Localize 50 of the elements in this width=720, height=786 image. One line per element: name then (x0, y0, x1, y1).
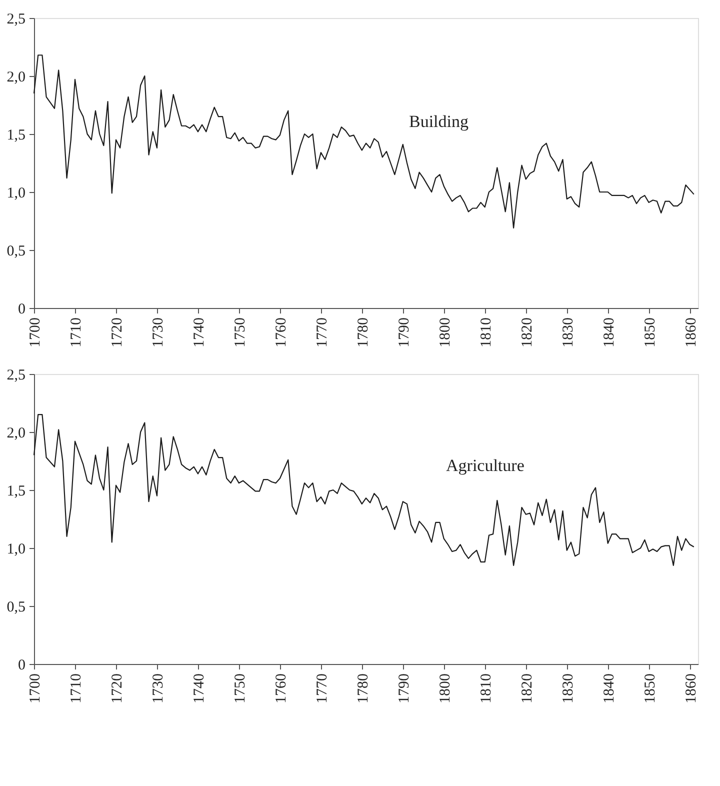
x-tick-label: 1810 (478, 318, 494, 348)
x-tick-label: 1860 (683, 674, 700, 704)
x-tick-label: 1830 (560, 318, 576, 348)
x-tick-label: 1700 (28, 318, 44, 348)
x-tick-label: 1860 (683, 318, 700, 348)
x-tick-label: 1760 (273, 318, 290, 348)
x-tick-label: 1750 (232, 674, 248, 704)
series-label: Building (409, 112, 470, 131)
x-tick-label: 1850 (642, 318, 658, 348)
x-tick-label: 1840 (601, 318, 618, 348)
line-series (33, 54, 694, 229)
y-tick-label: 2,0 (6, 426, 26, 442)
x-tick-label: 1780 (355, 318, 372, 348)
x-tick-label: 1780 (355, 674, 372, 704)
y-tick-label: 2,5 (6, 368, 26, 384)
y-tick-label: 1,5 (6, 128, 26, 144)
x-tick-label: 1710 (68, 318, 84, 348)
x-tick-label: 1770 (314, 318, 330, 348)
series-label: Agriculture (446, 456, 524, 475)
y-tick-label: 0,5 (6, 600, 26, 616)
y-tick-label: 1,0 (6, 186, 26, 202)
x-tick-label: 1790 (396, 674, 412, 704)
x-tick-label: 1820 (519, 318, 536, 348)
x-tick-label: 1850 (642, 674, 658, 704)
x-tick-label: 1700 (28, 674, 44, 704)
x-tick-label: 1770 (314, 674, 330, 704)
x-tick-label: 1810 (478, 674, 494, 704)
x-tick-label: 1720 (109, 674, 126, 704)
y-tick-label: 2,5 (6, 12, 26, 28)
y-tick-label: 2,0 (6, 70, 26, 86)
y-tick-label: 1,0 (6, 542, 26, 558)
line-series (33, 414, 694, 566)
x-tick-label: 1820 (519, 674, 536, 704)
x-tick-label: 1740 (191, 318, 208, 348)
y-tick-label: 0,5 (6, 244, 26, 260)
x-tick-label: 1720 (109, 318, 126, 348)
x-tick-label: 1740 (191, 674, 208, 704)
x-tick-label: 1830 (560, 674, 576, 704)
x-tick-label: 1730 (150, 674, 166, 704)
x-tick-label: 1840 (601, 674, 618, 704)
y-tick-label: 1,5 (6, 484, 26, 500)
y-tick-label: 0 (18, 302, 26, 318)
x-tick-label: 1730 (150, 318, 166, 348)
x-tick-label: 1800 (437, 318, 454, 348)
x-tick-label: 1760 (273, 674, 290, 704)
y-tick-label: 0 (18, 658, 26, 674)
x-tick-label: 1800 (437, 674, 454, 704)
x-tick-label: 1710 (68, 674, 84, 704)
x-tick-label: 1750 (232, 318, 248, 348)
x-tick-label: 1790 (396, 318, 412, 348)
